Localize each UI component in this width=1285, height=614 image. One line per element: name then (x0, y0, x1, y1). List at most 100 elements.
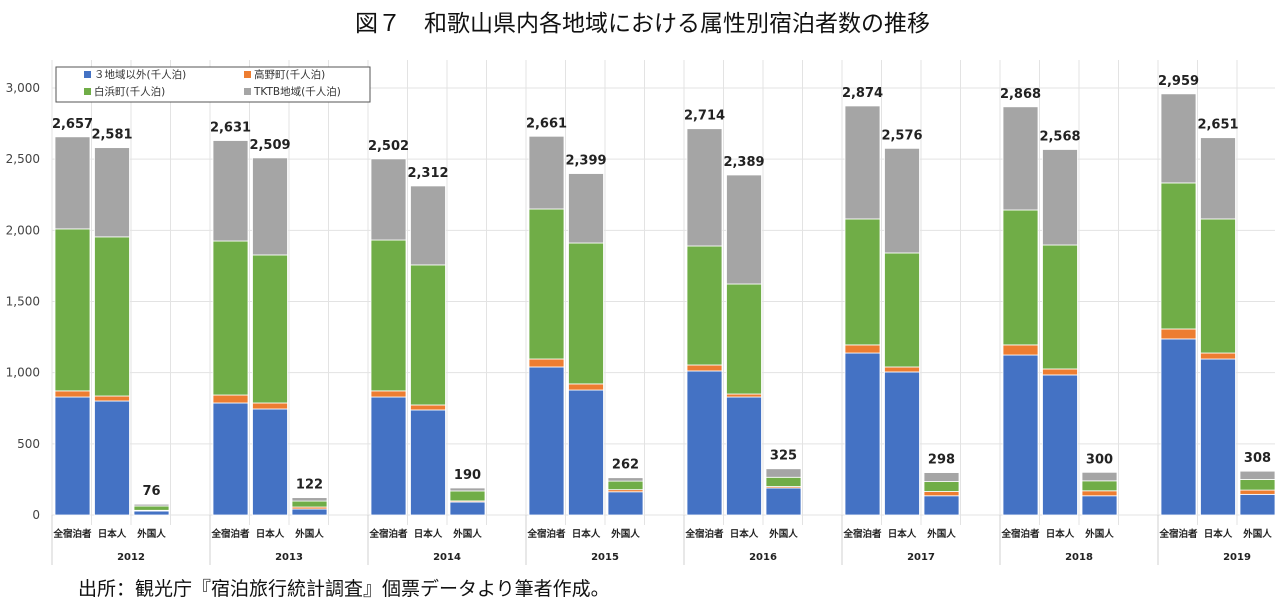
bar-segment-2013-2-3 (291, 497, 328, 502)
legend-box (55, 66, 371, 103)
bar-segment-2013-0-0 (212, 402, 249, 516)
data-label: 2,581 (91, 128, 132, 143)
category-label: 日本人 (888, 528, 917, 540)
data-label: 262 (612, 458, 639, 473)
bar-segment-2016-0-0 (686, 370, 723, 516)
year-label: 2019 (1223, 552, 1251, 563)
year-label: 2012 (117, 552, 145, 563)
bar-segment-2018-2-2 (1081, 480, 1118, 492)
bar-segment-2012-0-0 (54, 396, 91, 516)
bar-segment-2016-1-1 (726, 393, 762, 398)
bar-segment-2017-0-3 (844, 105, 881, 220)
data-label: 76 (142, 484, 160, 499)
bar-segment-2014-1-0 (410, 409, 446, 516)
bar-segment-2012-1-0 (94, 400, 130, 516)
bar-segment-2019-0-3 (1160, 93, 1197, 184)
bar-segment-2015-1-3 (568, 173, 604, 244)
chart-title: 図７ 和歌山県内各地域における属性別宿泊者数の推移 (355, 11, 930, 37)
stacked-bar-chart: 0 500 1,000 1,500 2,000 2,500 3,000 2,657 全宿泊者 2,… (6, 60, 1276, 565)
legend-label: 高野町(千人泊) (254, 68, 325, 81)
data-label: 2,868 (1000, 87, 1041, 102)
bar-segment-2014-0-1 (370, 390, 407, 398)
category-label: 外国人 (610, 528, 640, 540)
bar-segment-2017-0-1 (844, 344, 881, 354)
bar-segment-2019-2-3 (1239, 470, 1276, 480)
bar-segment-2017-1-0 (884, 371, 920, 516)
category-label: 外国人 (452, 528, 482, 540)
data-label: 2,399 (565, 154, 606, 169)
year-label: 2015 (591, 552, 619, 563)
category-label: 全宿泊者 (526, 528, 566, 540)
bar-segment-2014-1-3 (410, 185, 446, 266)
data-label: 2,714 (684, 109, 725, 124)
bar-segment-2013-1-0 (252, 408, 288, 516)
data-label: 2,502 (368, 139, 409, 154)
bar-segment-2014-1-1 (410, 404, 446, 411)
data-label: 300 (1086, 452, 1113, 467)
bar-segment-2014-2-2 (449, 490, 486, 502)
bar-segment-2018-2-3 (1081, 471, 1118, 482)
bar-segment-2015-1-2 (568, 242, 604, 385)
bar-segment-2015-2-0 (607, 491, 644, 516)
bar-segment-2015-0-3 (528, 135, 565, 210)
category-label: 外国人 (1242, 528, 1272, 540)
category-label: 外国人 (1084, 528, 1114, 540)
bar-segment-2016-1-3 (726, 174, 762, 285)
category-label: 外国人 (768, 528, 798, 540)
bar-segment-2016-0-3 (686, 128, 723, 247)
bar-segment-2016-1-0 (726, 396, 762, 516)
data-label: 2,874 (842, 86, 883, 101)
bar-segment-2019-2-2 (1239, 479, 1276, 491)
bar-segment-2019-1-3 (1200, 137, 1236, 220)
bar-segment-2018-0-0 (1002, 354, 1039, 516)
bar-segment-2017-2-1 (923, 491, 960, 497)
bar-segment-2019-1-2 (1200, 218, 1236, 354)
bar-segment-2013-0-2 (212, 240, 249, 396)
category-label: 外国人 (294, 528, 324, 540)
y-tick-label: 3,000 (6, 81, 40, 95)
bar-segment-2015-2-3 (607, 477, 644, 482)
data-label: 190 (454, 468, 481, 483)
category-label: 全宿泊者 (210, 528, 250, 540)
bar-segment-2012-1-1 (94, 395, 130, 402)
bar-segment-2019-0-1 (1160, 328, 1197, 340)
category-label: 外国人 (926, 528, 956, 540)
category-label: 日本人 (256, 528, 285, 540)
bar-segment-2016-2-0 (765, 487, 802, 516)
year-label: 2018 (1065, 552, 1093, 563)
legend-swatch (244, 71, 251, 78)
category-label: 全宿泊者 (1000, 528, 1040, 540)
data-label: 298 (928, 453, 955, 468)
bar-segment-2018-0-2 (1002, 209, 1039, 346)
bar-segment-2012-1-3 (94, 147, 130, 238)
bar-segment-2019-2-1 (1239, 489, 1276, 495)
bar-segment-2012-1-2 (94, 236, 130, 397)
bar-segment-2017-2-3 (923, 472, 960, 482)
bar-segment-2015-0-2 (528, 208, 565, 360)
data-label: 2,568 (1039, 129, 1080, 144)
bar-segment-2013-2-0 (291, 508, 328, 516)
bar-segment-2016-0-2 (686, 245, 723, 366)
bar-segment-2013-1-2 (252, 254, 288, 404)
bar-segment-2013-0-3 (212, 140, 249, 242)
legend-label: 白浜町(千人泊) (94, 85, 165, 98)
bar-segment-2018-2-1 (1081, 490, 1118, 497)
y-tick-label: 2,500 (6, 152, 40, 166)
bar-segment-2014-1-2 (410, 264, 446, 406)
bar-segment-2017-1-2 (884, 252, 920, 368)
bar-segment-2014-0-3 (370, 158, 407, 241)
legend-swatch (84, 71, 91, 78)
category-label: 全宿泊者 (52, 528, 92, 540)
year-label: 2013 (275, 552, 303, 563)
category-label: 日本人 (414, 528, 443, 540)
data-label: 2,389 (723, 155, 764, 170)
category-label: 日本人 (1046, 528, 1075, 540)
data-label: 2,509 (249, 138, 290, 153)
data-label: 2,631 (210, 121, 251, 136)
bar-segment-2019-1-1 (1200, 352, 1236, 360)
category-label: 日本人 (572, 528, 601, 540)
bar-segment-2013-0-1 (212, 394, 249, 404)
category-label: 全宿泊者 (1158, 528, 1198, 540)
bar-segment-2015-0-1 (528, 358, 565, 368)
data-label: 122 (296, 478, 323, 493)
